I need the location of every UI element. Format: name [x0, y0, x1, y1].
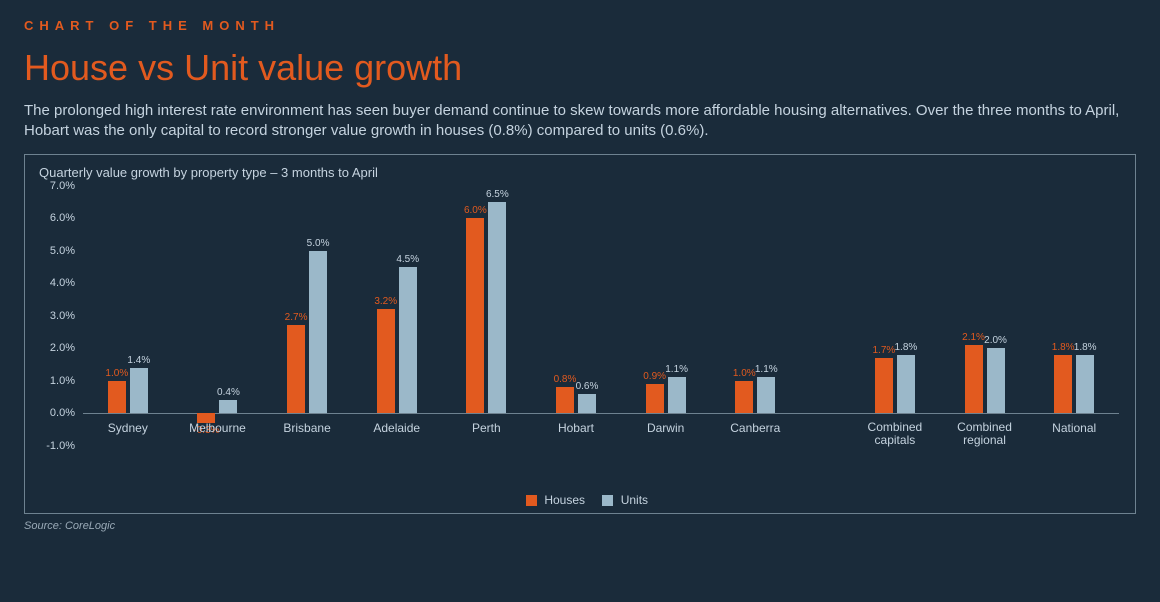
units-bar-label: 0.6%: [576, 381, 599, 392]
units-bar: [757, 377, 775, 413]
units-bar: [668, 377, 686, 413]
legend-swatch-units: [602, 495, 613, 506]
houses-bar: [287, 325, 305, 413]
y-tick: 2.0%: [50, 342, 75, 354]
houses-bar: [377, 309, 395, 413]
source-attribution: Source: CoreLogic: [24, 520, 1136, 532]
houses-bar: [735, 381, 753, 414]
y-tick: 3.0%: [50, 310, 75, 322]
x-label: Adelaide: [373, 421, 420, 435]
y-tick: 6.0%: [50, 212, 75, 224]
units-bar: [1076, 355, 1094, 414]
x-label: Hobart: [558, 421, 594, 435]
bar-group: 3.2% 4.5% Adelaide: [352, 186, 442, 446]
houses-bar-label: 6.0%: [464, 205, 487, 216]
houses-bar-label: 3.2%: [374, 296, 397, 307]
houses-bar-label: 2.1%: [962, 332, 985, 343]
chart-frame: Quarterly value growth by property type …: [24, 154, 1136, 514]
units-bar: [399, 267, 417, 413]
houses-bar-label: 0.9%: [643, 371, 666, 382]
bar-group: 6.0% 6.5% Perth: [442, 186, 532, 446]
plot-area: 1.0%1.4%Sydney-0.3%0.4%Melbourne2.7%5.0%…: [83, 186, 1119, 446]
y-tick: 7.0%: [50, 180, 75, 192]
units-bar-label: 1.8%: [1074, 342, 1097, 353]
bar-group: 1.0%1.1% Canberra: [710, 186, 800, 446]
bar-group: 2.1%2.0% Combined regional: [940, 186, 1030, 446]
houses-bar-label: 1.0%: [733, 368, 756, 379]
houses-bar-label: 0.8%: [554, 374, 577, 385]
legend-label-houses: Houses: [544, 493, 585, 507]
bar-group: -0.3%0.4%Melbourne: [173, 186, 263, 446]
houses-bar: [556, 387, 574, 413]
bar-group: 1.8%1.8% National: [1029, 186, 1119, 446]
x-label: Brisbane: [283, 421, 330, 435]
intro-paragraph: The prolonged high interest rate environ…: [24, 101, 1124, 142]
page: CHART OF THE MONTH House vs Unit value g…: [0, 0, 1160, 602]
houses-bar-label: 1.8%: [1052, 342, 1075, 353]
x-label: Perth: [472, 421, 501, 435]
x-label: Sydney: [108, 421, 148, 435]
y-tick: 5.0%: [50, 245, 75, 257]
x-label: Melbourne: [189, 421, 246, 435]
units-bar: [897, 355, 915, 414]
houses-bar: [466, 218, 484, 413]
houses-bar: [108, 381, 126, 414]
units-bar: [130, 368, 148, 414]
y-tick: 0.0%: [50, 407, 75, 419]
units-bar-label: 4.5%: [396, 254, 419, 265]
units-bar-label: 2.0%: [984, 335, 1007, 346]
bar-group: 0.8%0.6% Hobart: [531, 186, 621, 446]
y-tick: 1.0%: [50, 375, 75, 387]
bar-group: 2.7% 5.0% Brisbane: [262, 186, 352, 446]
units-bar: [987, 348, 1005, 413]
units-bar-label: 1.1%: [755, 364, 778, 375]
y-tick: 4.0%: [50, 277, 75, 289]
bar-group: 1.7%1.8% Combined capitals: [850, 186, 940, 446]
houses-bar: [965, 345, 983, 413]
chart-subtitle: Quarterly value growth by property type …: [39, 165, 1121, 180]
x-label: Canberra: [730, 421, 780, 435]
units-bar: [219, 400, 237, 413]
x-label: National: [1052, 421, 1096, 435]
units-bar: [578, 394, 596, 414]
houses-bar-label: 1.0%: [105, 368, 128, 379]
x-label: Combined capitals: [855, 421, 935, 447]
kicker: CHART OF THE MONTH: [24, 18, 1136, 33]
units-bar-label: 1.1%: [665, 364, 688, 375]
legend: Houses Units: [25, 493, 1135, 507]
y-tick: -1.0%: [46, 440, 75, 452]
units-bar: [309, 251, 327, 414]
x-label: Combined regional: [945, 421, 1025, 447]
bar-group: 1.0% 1.4% Sydney: [83, 186, 173, 446]
chart-plot: -1.0%0.0%1.0%2.0%3.0%4.0%5.0%6.0%7.0% 1.…: [39, 186, 1119, 446]
units-bar-label: 6.5%: [486, 189, 509, 200]
houses-bar: [646, 384, 664, 413]
legend-swatch-houses: [526, 495, 537, 506]
houses-bar: [1054, 355, 1072, 414]
x-label: Darwin: [647, 421, 684, 435]
y-axis: -1.0%0.0%1.0%2.0%3.0%4.0%5.0%6.0%7.0%: [39, 186, 79, 446]
houses-bar-label: 2.7%: [285, 312, 308, 323]
houses-bar: [875, 358, 893, 413]
units-bar-label: 1.4%: [127, 355, 150, 366]
houses-bar-label: 1.7%: [872, 345, 895, 356]
units-bar-label: 1.8%: [894, 342, 917, 353]
page-title: House vs Unit value growth: [24, 47, 1136, 89]
units-bar: [488, 202, 506, 413]
units-bar-label: 5.0%: [307, 238, 330, 249]
bar-group: 0.9%1.1% Darwin: [621, 186, 711, 446]
legend-label-units: Units: [621, 493, 648, 507]
units-bar-label: 0.4%: [217, 387, 240, 398]
